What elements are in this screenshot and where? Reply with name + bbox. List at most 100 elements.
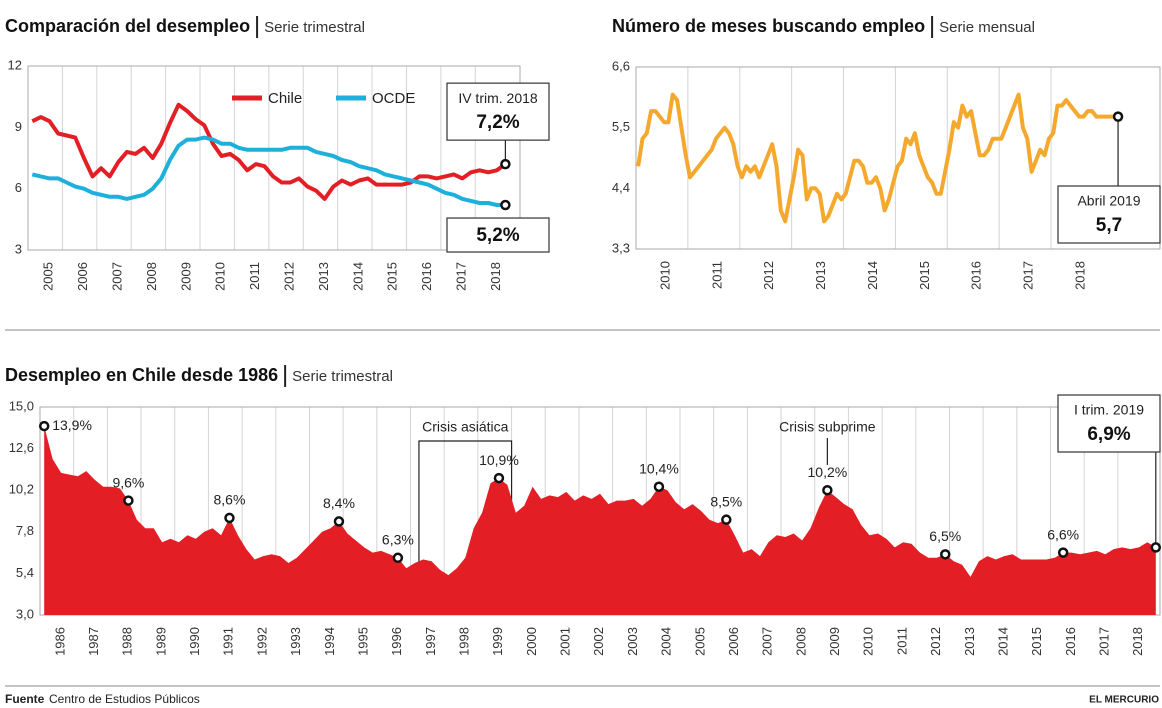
x-tick-label: 2011 [247,262,262,290]
x-tick-label: 2010 [657,261,672,290]
callout-title: IV trim. 2018 [458,90,538,106]
x-tick-label: 2002 [591,627,606,656]
x-tick-label: 2004 [659,627,674,656]
event-label: Crisis asiática [422,419,509,435]
point-marker [1112,111,1124,122]
x-tick-label: 2010 [861,627,876,656]
legend-label: OCDE [372,90,415,107]
x-tick-label: 1991 [221,627,236,656]
x-tick-label: 2016 [969,261,984,290]
x-tick-label: 2013 [962,627,977,656]
y-tick-label: 3,3 [612,240,630,255]
value-label: 13,9% [52,417,92,433]
x-tick-label: 2012 [761,261,776,290]
chart-subtitle: Serie mensual [939,19,1035,36]
x-tick-label: 1997 [423,627,438,656]
y-tick-label: 3 [15,241,22,256]
x-tick-label: 2000 [524,627,539,656]
x-tick-label: 2016 [1063,627,1078,656]
x-tick-label: 2006 [726,627,741,656]
y-tick-label: 3,0 [16,606,34,621]
x-tick-label: 2014 [865,261,880,290]
value-label: 10,9% [479,452,519,468]
x-tick-label: 2018 [1072,261,1087,290]
x-tick-label: 2005 [41,262,56,291]
x-tick-label: 2014 [350,262,365,291]
callout-value: 5,2% [476,225,519,246]
series-line [31,102,507,201]
callout-value: 7,2% [476,112,519,133]
x-tick-label: 2011 [894,627,909,655]
x-tick-label: 2018 [488,262,503,291]
y-tick-label: 10,2 [9,482,34,497]
callout-box [1057,394,1161,453]
x-tick-label: 2010 [213,262,228,291]
value-label: 6,5% [929,528,961,544]
callout-value: 6,9% [1087,424,1130,445]
value-label: 9,6% [112,474,144,490]
x-tick-label: 1999 [490,627,505,656]
point-marker [38,420,50,432]
value-label: 6,6% [1047,526,1079,542]
x-tick-label: 2018 [1130,627,1145,656]
point-marker [333,516,345,527]
x-tick-label: 1992 [254,627,269,656]
point-marker [392,552,404,564]
x-tick-label: 1994 [322,627,337,656]
x-tick-label: 2015 [1029,627,1044,656]
x-tick-label: 1996 [389,627,404,656]
value-label: 8,5% [710,493,742,509]
y-tick-label: 12 [8,57,22,72]
y-tick-label: 15,0 [9,398,34,413]
x-tick-label: 2014 [995,627,1010,656]
y-tick-label: 6,6 [612,58,630,73]
value-label: 6,3% [382,532,414,548]
series-line [636,92,1119,224]
y-tick-label: 5,4 [16,565,34,580]
x-tick-label: 2017 [1021,261,1036,290]
y-tick-label: 5,5 [612,119,630,134]
x-tick-label: 2007 [109,262,124,291]
x-tick-label: 2015 [917,261,932,290]
series-area [44,426,1156,615]
x-tick-label: 2013 [316,262,331,291]
point-marker [940,549,951,560]
chart-subtitle: Serie trimestral [292,368,393,385]
point-marker [721,514,732,525]
point-marker [1057,547,1069,558]
callout-title: Abril 2019 [1077,193,1140,209]
series-line [31,135,506,207]
x-tick-label: 1989 [153,627,168,656]
value-label: 8,4% [323,495,355,511]
x-tick-label: 2015 [385,262,400,291]
x-tick-label: 2009 [178,262,193,291]
x-tick-label: 2017 [1096,627,1111,656]
x-tick-label: 1988 [120,627,135,656]
x-tick-label: 2001 [558,627,573,656]
callout-value: 5,7 [1096,215,1122,236]
y-tick-label: 6 [15,180,22,195]
legend-label: Chile [268,90,302,107]
x-tick-label: 2006 [75,262,90,291]
point-marker [1150,542,1162,553]
x-tick-label: 1993 [288,627,303,656]
x-tick-label: 1990 [187,627,202,656]
x-tick-label: 2017 [454,262,469,291]
y-tick-label: 9 [15,119,22,134]
chart-subtitle: Serie trimestral [264,19,365,36]
callout-box [446,82,550,141]
source: Centro de Estudios Públicos [49,692,200,706]
x-tick-label: 2007 [760,627,775,656]
chart-title: Desempleo en Chile desde 1986 [5,365,278,385]
source-label: Fuente [5,692,45,706]
y-tick-label: 12,6 [9,440,34,455]
value-label: 10,4% [639,460,679,476]
point-marker [500,158,511,170]
plot-frame [635,66,1161,250]
point-marker [224,512,235,524]
x-tick-label: 2009 [827,627,842,656]
y-tick-label: 7,8 [16,523,34,538]
point-marker [653,481,665,492]
